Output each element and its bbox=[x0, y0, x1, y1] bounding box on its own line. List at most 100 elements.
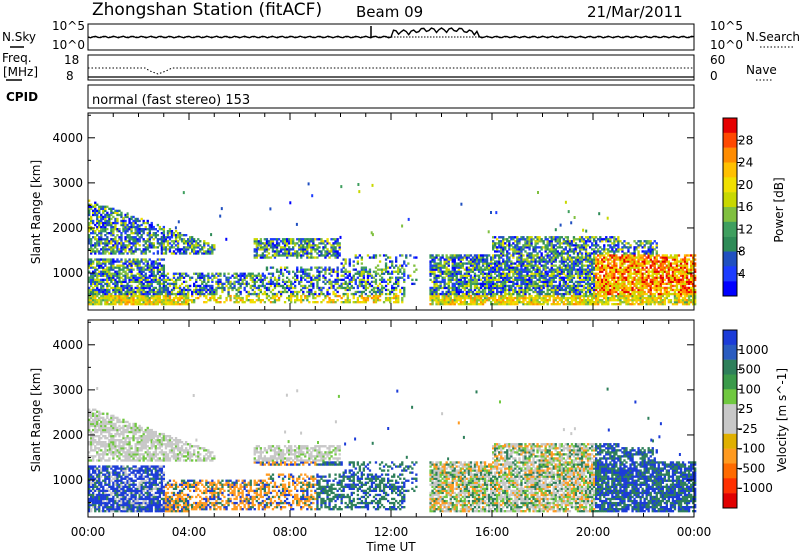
power-cell bbox=[134, 294, 137, 298]
power-cell bbox=[100, 288, 103, 292]
power-cell bbox=[176, 299, 180, 302]
power-cell bbox=[403, 260, 406, 263]
power-cell bbox=[494, 284, 497, 288]
power-cell bbox=[350, 284, 353, 288]
power-cell bbox=[132, 240, 135, 243]
power-cell bbox=[88, 303, 91, 306]
power-cell bbox=[354, 272, 357, 275]
power-cell bbox=[471, 276, 475, 279]
power-cell bbox=[160, 303, 164, 306]
power-cell bbox=[286, 290, 289, 294]
power-cell bbox=[263, 286, 267, 290]
power-cell bbox=[283, 254, 287, 257]
power-cell bbox=[132, 219, 135, 223]
power-cell bbox=[203, 288, 206, 292]
power-cell bbox=[162, 274, 166, 277]
power-cell bbox=[104, 225, 107, 229]
power-cell bbox=[605, 236, 608, 239]
power-cell bbox=[528, 301, 531, 304]
power-cell bbox=[152, 242, 155, 245]
power-cell bbox=[514, 236, 517, 239]
power-cell bbox=[239, 284, 242, 288]
power-cell bbox=[122, 246, 125, 249]
power-cell bbox=[100, 278, 103, 282]
power-cell bbox=[296, 292, 299, 296]
power-cell bbox=[104, 252, 107, 255]
power-cell bbox=[364, 301, 368, 304]
power-cell bbox=[322, 240, 325, 243]
power-cell bbox=[334, 288, 337, 292]
power-cell bbox=[96, 240, 99, 243]
power-cell bbox=[526, 262, 529, 265]
power-cell bbox=[542, 301, 545, 304]
power-cell bbox=[261, 272, 265, 275]
power-cell bbox=[518, 272, 521, 275]
power-cell bbox=[530, 238, 533, 241]
power-cell bbox=[393, 286, 396, 290]
power-cell bbox=[281, 284, 285, 288]
power-cell bbox=[96, 301, 99, 304]
power-cell bbox=[168, 292, 172, 296]
power-cell bbox=[463, 254, 467, 257]
power-cell bbox=[492, 292, 495, 296]
power-cell bbox=[118, 303, 121, 306]
power-cell bbox=[124, 228, 127, 231]
power-cell bbox=[578, 256, 582, 259]
power-cell bbox=[568, 288, 572, 292]
power-cell bbox=[556, 250, 559, 253]
power-cell bbox=[362, 266, 366, 269]
power-cell bbox=[483, 299, 487, 302]
power-cell bbox=[542, 240, 545, 243]
power-cell bbox=[94, 294, 97, 298]
power-cell bbox=[330, 299, 333, 302]
power-cell bbox=[512, 282, 515, 286]
power-cell bbox=[510, 266, 513, 269]
power-cell bbox=[255, 244, 259, 247]
power-cell bbox=[518, 276, 521, 279]
power-cell bbox=[435, 303, 438, 306]
power-cell bbox=[506, 274, 509, 277]
power-cell bbox=[126, 303, 129, 306]
power-cell bbox=[502, 303, 505, 306]
power-cell bbox=[591, 266, 594, 269]
power-cell bbox=[265, 248, 269, 251]
power-cell bbox=[554, 290, 557, 294]
power-cell bbox=[582, 244, 586, 247]
power-cell bbox=[231, 286, 234, 290]
power-cell bbox=[395, 278, 398, 282]
power-cell bbox=[360, 278, 364, 282]
power-cell bbox=[443, 282, 446, 286]
power-cell bbox=[330, 250, 333, 253]
power-cell bbox=[455, 266, 458, 269]
power-cell bbox=[473, 288, 477, 292]
power-cell bbox=[148, 240, 151, 243]
power-cell bbox=[340, 262, 343, 265]
power-cell bbox=[496, 299, 499, 302]
power-cell bbox=[504, 242, 507, 245]
power-cell bbox=[273, 284, 277, 288]
power-cell bbox=[352, 268, 355, 271]
power-cell bbox=[514, 270, 517, 273]
power-cell bbox=[288, 240, 291, 243]
power-cell bbox=[488, 280, 491, 284]
power-cell bbox=[490, 256, 493, 259]
power-cell bbox=[522, 270, 525, 273]
power-cell bbox=[172, 272, 176, 275]
power-cell bbox=[597, 282, 600, 286]
power-cell bbox=[431, 286, 434, 290]
power-cell bbox=[498, 244, 501, 247]
power-cell bbox=[166, 292, 170, 296]
power-cell bbox=[96, 276, 99, 279]
power-cell bbox=[591, 272, 594, 275]
power-cell bbox=[235, 276, 238, 279]
power-cell bbox=[126, 264, 129, 267]
power-cell bbox=[112, 211, 115, 215]
power-cell bbox=[554, 244, 557, 247]
power-cell bbox=[490, 272, 493, 275]
power-cell bbox=[500, 272, 503, 275]
power-cell bbox=[286, 238, 289, 241]
power-cell bbox=[364, 270, 368, 273]
power-cell bbox=[207, 252, 210, 255]
power-cell bbox=[403, 270, 406, 273]
power-cell bbox=[112, 232, 115, 235]
